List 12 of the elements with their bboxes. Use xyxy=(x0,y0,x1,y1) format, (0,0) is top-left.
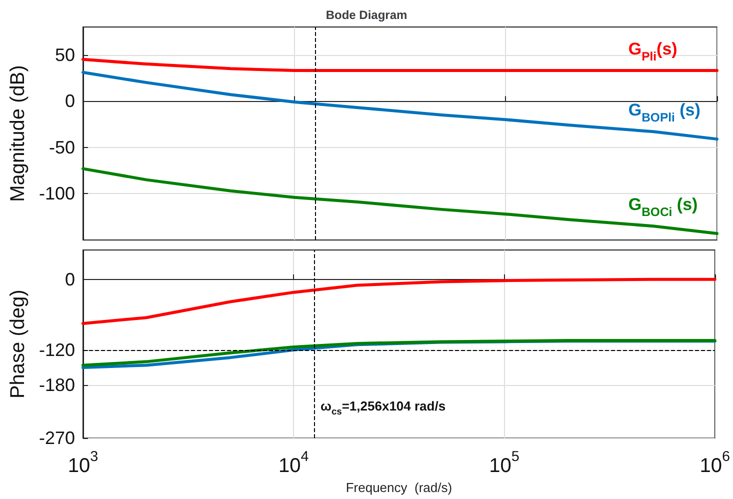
y-axis-title: Magnitude (dB) xyxy=(7,65,29,202)
chart-title: Bode Diagram xyxy=(326,8,408,22)
y-tick-label: 0 xyxy=(64,269,75,290)
x-axis-title: Frequency (rad/s) xyxy=(346,480,452,495)
y-tick-label: -50 xyxy=(48,137,75,158)
y-tick-label: 50 xyxy=(54,44,75,65)
y-tick-label: -180 xyxy=(38,375,75,396)
y-tick-label: -270 xyxy=(38,428,75,448)
y-tick-label: -120 xyxy=(38,340,75,360)
y-tick-label: 0 xyxy=(64,91,75,112)
y-axis-title: Phase (deg) xyxy=(7,290,29,399)
y-tick-label: -100 xyxy=(38,184,75,204)
